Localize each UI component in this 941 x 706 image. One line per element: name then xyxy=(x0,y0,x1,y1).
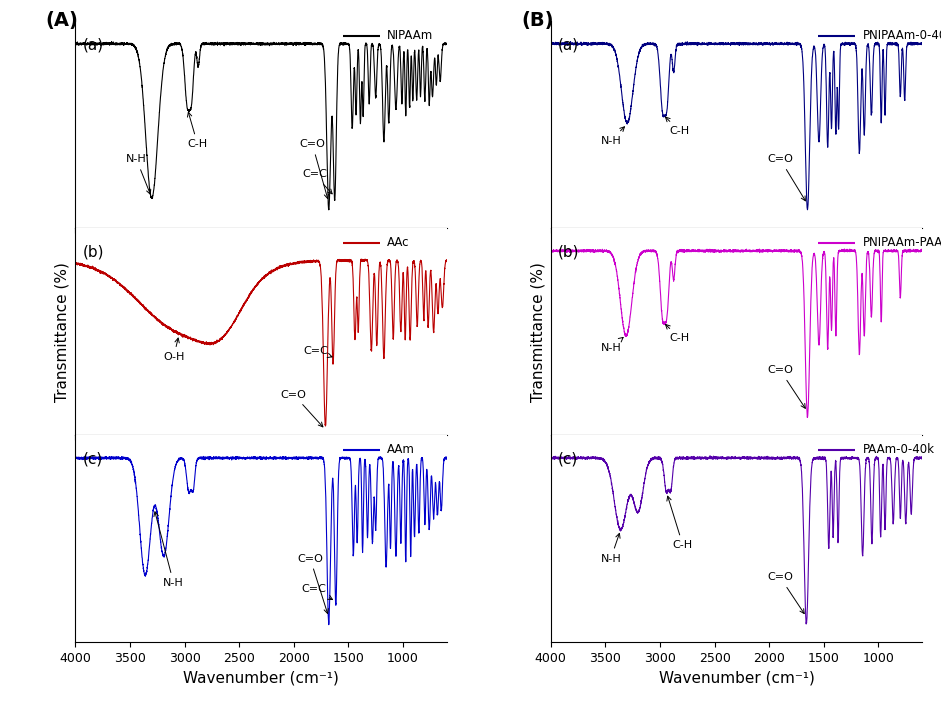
Y-axis label: Transmittance (%): Transmittance (%) xyxy=(530,262,545,402)
Text: C=O: C=O xyxy=(767,155,805,201)
Text: C=O: C=O xyxy=(280,390,323,427)
Text: N-H: N-H xyxy=(600,337,623,352)
Text: (b): (b) xyxy=(558,245,580,260)
Text: C=O: C=O xyxy=(299,139,328,198)
Text: C-H: C-H xyxy=(665,117,690,136)
Text: N-H: N-H xyxy=(600,534,621,563)
Text: C=O: C=O xyxy=(767,365,805,408)
Text: (a): (a) xyxy=(83,37,104,53)
Text: (c): (c) xyxy=(83,452,103,467)
Text: (b): (b) xyxy=(83,245,104,260)
Text: AAm: AAm xyxy=(388,443,415,456)
Text: (a): (a) xyxy=(558,37,580,53)
X-axis label: Wavenumber (cm⁻¹): Wavenumber (cm⁻¹) xyxy=(183,671,339,686)
Text: (c): (c) xyxy=(558,452,579,467)
Text: PNIPAAm-PAAc-0-40k: PNIPAAm-PAAc-0-40k xyxy=(863,237,941,249)
Text: C=C: C=C xyxy=(302,169,332,194)
Text: (B): (B) xyxy=(521,11,553,30)
Text: C=O: C=O xyxy=(767,573,805,614)
Text: PNIPAAm-0-40k: PNIPAAm-0-40k xyxy=(863,29,941,42)
Text: C=C: C=C xyxy=(301,584,332,599)
Text: N-H: N-H xyxy=(126,155,151,194)
Y-axis label: Transmittance (%): Transmittance (%) xyxy=(55,262,70,402)
Text: C=O: C=O xyxy=(297,554,328,614)
Text: O-H: O-H xyxy=(163,338,184,362)
Text: PAAm-0-40k: PAAm-0-40k xyxy=(863,443,934,456)
Text: (A): (A) xyxy=(45,11,78,30)
Text: C-H: C-H xyxy=(187,112,208,149)
Text: AAc: AAc xyxy=(388,237,409,249)
X-axis label: Wavenumber (cm⁻¹): Wavenumber (cm⁻¹) xyxy=(659,671,814,686)
Text: NIPAAm: NIPAAm xyxy=(388,29,434,42)
Text: N-H: N-H xyxy=(154,512,184,588)
Text: C-H: C-H xyxy=(667,496,693,550)
Text: N-H: N-H xyxy=(600,127,625,145)
Text: C-H: C-H xyxy=(665,325,690,343)
Text: C=C: C=C xyxy=(303,347,332,357)
